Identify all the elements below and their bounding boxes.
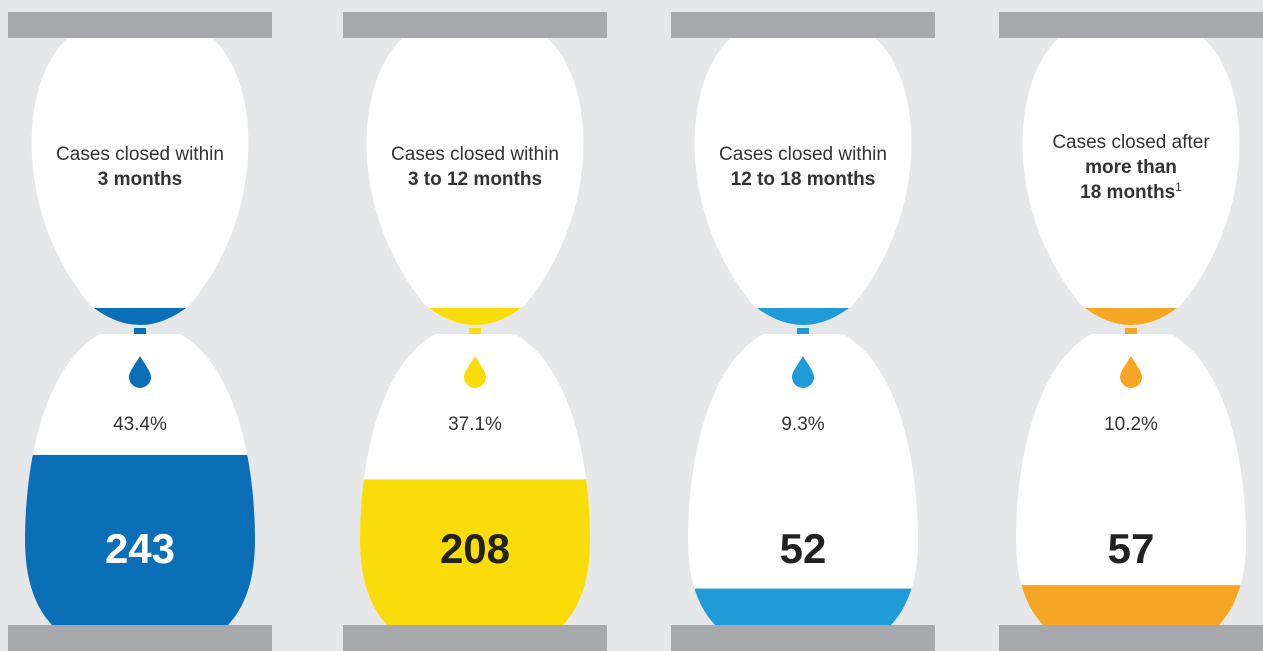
emphasis: 3 months [98, 169, 182, 190]
footnote: 1 [1175, 180, 1182, 194]
emphasis-text: 18 months [1080, 182, 1175, 203]
top-bar [671, 12, 935, 38]
top-bulb [1022, 38, 1240, 325]
drop [129, 356, 151, 388]
top-bar [8, 12, 272, 38]
emphasis: more than [1085, 157, 1177, 178]
count: 57 [1108, 525, 1155, 572]
bottom-bulb [688, 334, 918, 625]
percent: 9.3% [781, 414, 824, 435]
bottom-bar [671, 625, 935, 651]
hourglass: Cases closed within 3 months 43.4% 243 [8, 12, 272, 651]
top-bulb [366, 38, 584, 325]
top-bar [999, 12, 1263, 38]
emphasis: 3 to 12 months [408, 169, 542, 190]
hourglass: Cases closed within 3 to 12 months 37.1% 20… [343, 12, 607, 651]
count: 208 [440, 525, 510, 572]
emphasis-text: more than [1085, 157, 1177, 178]
label: Cases closed within [56, 144, 224, 165]
percent: 37.1% [448, 414, 502, 435]
count: 52 [780, 525, 827, 572]
top-bar [343, 12, 607, 38]
emphasis-text: 3 to 12 months [408, 169, 542, 190]
bottom-bar [999, 625, 1263, 651]
count: 243 [105, 525, 175, 572]
hourglass: Cases closed within 12 to 18 months 9.3% 52 [671, 12, 935, 651]
bottom-bulb [1016, 334, 1246, 625]
fill-level [1016, 585, 1246, 625]
label: Cases closed within [391, 144, 559, 165]
top-bulb [31, 38, 249, 325]
bottom-bar [8, 625, 272, 651]
bottom-bar [343, 625, 607, 651]
fill-level [25, 454, 255, 625]
drop [464, 356, 486, 388]
emphasis-text: 3 months [98, 169, 182, 190]
top-bulb [694, 38, 912, 325]
drop [1120, 356, 1142, 388]
label: Cases closed within [719, 144, 887, 165]
fill-level [360, 479, 590, 625]
percent: 43.4% [113, 414, 167, 435]
emphasis-text: 12 to 18 months [731, 169, 876, 190]
label: Cases closed after [1052, 132, 1210, 153]
emphasis: 12 to 18 months [731, 169, 876, 190]
emphasis: 18 months1 [1080, 180, 1182, 203]
fill-level [688, 588, 918, 625]
percent: 10.2% [1104, 414, 1158, 435]
drop [792, 356, 814, 388]
